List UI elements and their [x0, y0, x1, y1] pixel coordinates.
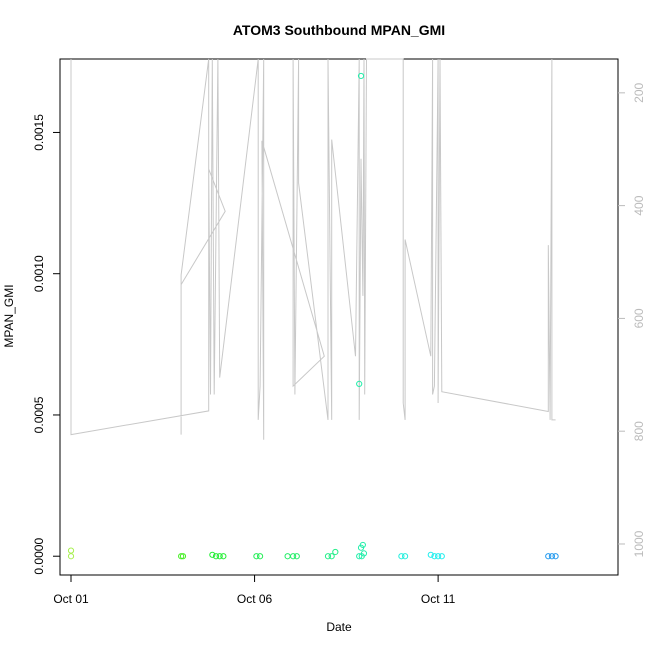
data-point	[209, 551, 216, 558]
y2-tick-label: 200	[632, 83, 646, 103]
data-point	[431, 553, 438, 560]
y2-tick-label: 1000	[632, 530, 646, 557]
y-tick-label: 0.0005	[32, 396, 46, 433]
data-point	[545, 553, 552, 560]
y2-tick-label: 400	[632, 195, 646, 215]
data-point	[438, 553, 445, 560]
data-point	[256, 553, 264, 560]
data-point	[220, 553, 227, 560]
axes-layer: Oct 01 Oct 06 Oct 11 0.0000 0.0005 0.0010 0.00…	[32, 83, 646, 606]
data-point	[357, 72, 365, 80]
data-point	[212, 553, 220, 560]
data-point	[67, 553, 75, 560]
series-line-layer	[70, 58, 556, 440]
data-point	[179, 553, 187, 560]
data-point	[552, 553, 559, 560]
data-point	[356, 380, 363, 387]
data-point	[359, 541, 366, 549]
x-tick-label: Oct 01	[53, 592, 89, 606]
data-point	[67, 547, 75, 554]
data-point	[358, 553, 365, 560]
data-point	[435, 553, 442, 560]
plot-frame	[59, 58, 619, 576]
y-tick-label: 0.0015	[32, 114, 46, 151]
data-point	[427, 551, 434, 558]
data-point	[290, 553, 297, 560]
series-points-layer	[67, 72, 559, 560]
data-point	[398, 553, 405, 560]
x-axis-label: Date	[326, 620, 352, 634]
x-tick-label: Oct 06	[237, 592, 273, 606]
y-tick-label: 0.0010	[32, 255, 46, 292]
data-point	[293, 553, 300, 560]
data-point	[401, 553, 409, 560]
data-point	[356, 553, 363, 560]
data-point	[324, 553, 332, 560]
data-point	[253, 553, 260, 560]
data-point	[328, 553, 335, 560]
y2-tick-label: 600	[632, 308, 646, 328]
chart-title: ATOM3 Southbound MPAN_GMI	[233, 22, 445, 38]
data-point	[178, 553, 185, 560]
data-point	[216, 553, 223, 560]
y-tick-label: 0.0000	[32, 538, 46, 575]
series-line	[70, 58, 556, 440]
data-point	[332, 548, 339, 556]
data-point	[548, 553, 556, 560]
data-point	[284, 553, 291, 560]
y-axis-label: MPAN_GMI	[2, 284, 16, 347]
y2-tick-label: 800	[632, 421, 646, 441]
x-tick-label: Oct 11	[421, 592, 456, 606]
